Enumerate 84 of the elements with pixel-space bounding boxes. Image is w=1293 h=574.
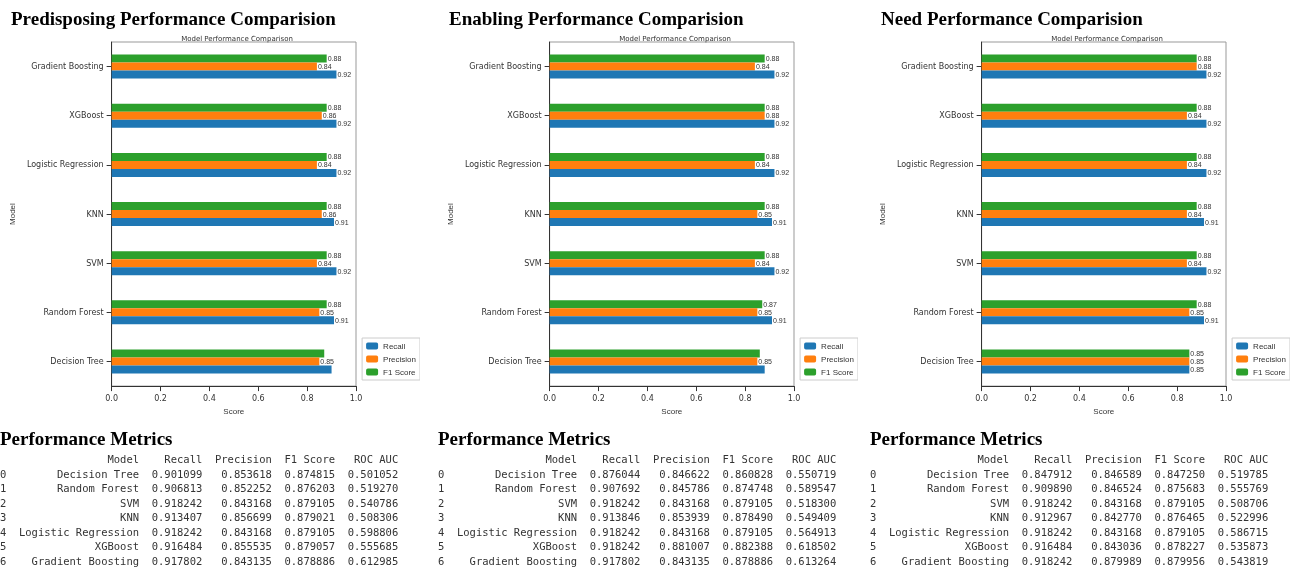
x-tick-label: 0.8 <box>300 393 314 403</box>
y-tick-label: XGBoost <box>507 111 542 121</box>
legend-label: F1 Score <box>1253 367 1287 377</box>
text: 4 Logistic Regression 0.918242 0.843168 0.879105 0.586715 <box>870 525 1269 538</box>
text: Model Recall Precision F1 Score ROC AUC <box>977 453 1269 465</box>
y-tick-label: Decision Tree <box>488 357 542 367</box>
x-tick-label: 0.4 <box>641 393 654 403</box>
legend-label: F1 Score <box>383 367 417 377</box>
text: Performance Metrics <box>438 428 612 450</box>
y-tick-label: Random Forest <box>481 307 542 317</box>
y-tick-label: KNN <box>956 209 974 219</box>
text: 0 Decision Tree 0.901099 0.853618 0.874815 0.501052 <box>0 467 399 480</box>
text: 5 XGBoost 0.918242 0.881007 0.882388 0.618502 <box>438 540 837 552</box>
y-tick-label: Decision Tree <box>50 357 104 367</box>
chart-title: Enabling Performance Comparision <box>449 8 744 29</box>
y-tick-label: Decision Tree <box>920 357 974 367</box>
x-tick-label: 0.0 <box>543 393 557 403</box>
text: 1 Random Forest 0.906813 0.852252 0.876203 0.519270 <box>0 482 399 494</box>
x-tick-label: 0.6 <box>1121 393 1135 403</box>
chart-title: Predisposing Performance Comparision <box>11 8 337 29</box>
x-tick-label: 0.8 <box>1170 393 1184 403</box>
x-tick-label: 0.4 <box>1073 393 1086 403</box>
y-axis-title: Model <box>7 202 17 225</box>
legend-label: Precision <box>383 354 416 364</box>
text: Performance Metrics <box>870 428 1044 450</box>
y-tick-label: SVM <box>86 258 104 268</box>
text: 0 Decision Tree 0.847912 0.846589 0.847250 0.519785 <box>870 467 1269 480</box>
text: 6 Gradient Boosting 0.917802 0.843135 0.878886 0.612985 <box>0 554 399 567</box>
chart-title: Need Performance Comparision <box>881 8 1144 29</box>
text: 1 Random Forest 0.907692 0.845786 0.874748 0.589547 <box>438 482 837 494</box>
x-axis-title: Score <box>661 406 683 416</box>
y-tick-label: SVM <box>956 258 974 268</box>
legend-label: Recall <box>821 341 844 351</box>
y-axis-title: Model <box>877 202 887 225</box>
y-tick-label: Logistic Regression <box>464 160 542 170</box>
legend-label: Precision <box>821 354 854 364</box>
y-tick-label: Logistic Regression <box>896 160 974 170</box>
text: 5 XGBoost 0.916484 0.843036 0.878227 0.535873 <box>870 540 1269 552</box>
y-tick-label: KNN <box>524 209 542 219</box>
x-tick-label: 0.6 <box>251 393 265 403</box>
legend-label: Recall <box>383 341 406 351</box>
x-tick-label: 0.8 <box>738 393 752 403</box>
text: 5 XGBoost 0.916484 0.855535 0.879057 0.555685 <box>0 540 399 552</box>
text: 4 Logistic Regression 0.918242 0.843168 0.879105 0.598806 <box>0 525 399 538</box>
text: 2 SVM 0.918242 0.843168 0.879105 0.508706 <box>870 496 1269 509</box>
text: Model Recall Precision F1 Score ROC AUC <box>107 453 399 465</box>
x-tick-label: 0.0 <box>975 393 989 403</box>
legend-label: F1 Score <box>821 367 855 377</box>
y-tick-label: Random Forest <box>43 307 104 317</box>
x-tick-label: 0.6 <box>689 393 703 403</box>
text: 3 KNN 0.912967 0.842770 0.876465 0.522996 <box>870 511 1269 523</box>
y-tick-label: Gradient Boosting <box>901 62 974 72</box>
x-tick-label: 0.2 <box>1024 393 1037 403</box>
y-tick-label: Gradient Boosting <box>469 62 542 72</box>
text: 6 Gradient Boosting 0.917802 0.843135 0.878886 0.613264 <box>438 554 837 567</box>
x-tick-label: 0.2 <box>592 393 605 403</box>
x-tick-label: 0.2 <box>154 393 167 403</box>
x-tick-label: 0.0 <box>105 393 119 403</box>
y-tick-label: Random Forest <box>913 307 974 317</box>
y-tick-label: Gradient Boosting <box>31 62 104 72</box>
text: 3 KNN 0.913846 0.853939 0.878490 0.549409 <box>438 511 837 523</box>
y-tick-label: SVM <box>524 258 542 268</box>
y-tick-label: Logistic Regression <box>26 160 104 170</box>
x-tick-label: 1.0 <box>1219 393 1233 403</box>
text: 6 Gradient Boosting 0.918242 0.879989 0.879956 0.543819 <box>870 554 1269 567</box>
x-axis-title: Score <box>1093 406 1115 416</box>
text: Model Recall Precision F1 Score ROC AUC <box>545 453 837 465</box>
text: 1 Random Forest 0.909890 0.846524 0.875683 0.555769 <box>870 482 1269 494</box>
legend-label: Precision <box>1253 354 1286 364</box>
y-tick-label: KNN <box>86 209 104 219</box>
x-tick-label: 1.0 <box>787 393 801 403</box>
text: 3 KNN 0.913407 0.856699 0.879021 0.508306 <box>0 511 399 523</box>
x-tick-label: 0.4 <box>203 393 216 403</box>
y-axis-title: Model <box>445 202 455 225</box>
text: 2 SVM 0.918242 0.843168 0.879105 0.540786 <box>0 496 399 509</box>
x-tick-label: 1.0 <box>349 393 363 403</box>
text: 4 Logistic Regression 0.918242 0.843168 0.879105 0.564913 <box>438 525 837 538</box>
text: Performance Metrics <box>0 428 174 450</box>
text: 2 SVM 0.918242 0.843168 0.879105 0.518300 <box>438 496 837 509</box>
x-axis-title: Score <box>223 406 245 416</box>
y-tick-label: XGBoost <box>939 111 974 121</box>
y-tick-label: XGBoost <box>69 111 104 121</box>
text: 0 Decision Tree 0.876044 0.846622 0.860828 0.550719 <box>438 467 837 480</box>
legend-label: Recall <box>1253 341 1276 351</box>
